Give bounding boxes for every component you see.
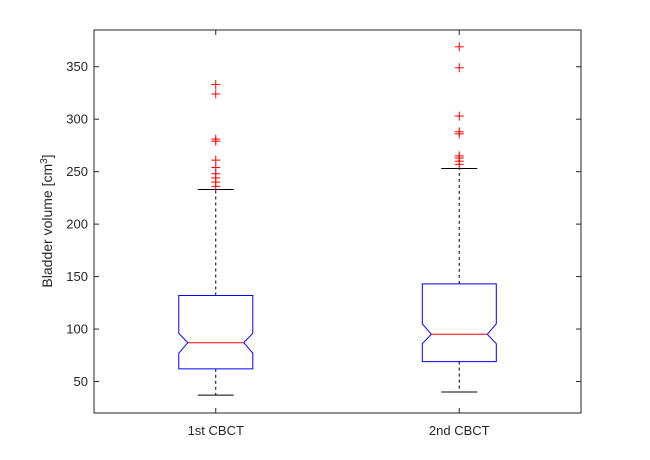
x-tick-label: 2nd CBCT bbox=[429, 423, 490, 438]
y-tick-label: 200 bbox=[66, 217, 88, 232]
y-axis-label: Bladder volume [cm3] bbox=[39, 154, 56, 287]
box-group bbox=[178, 80, 254, 396]
y-tick-label: 100 bbox=[66, 322, 88, 337]
y-axis-label-superscript: 3 bbox=[39, 158, 50, 164]
y-tick-label: 300 bbox=[66, 112, 88, 127]
y-tick-label: 50 bbox=[74, 374, 88, 389]
y-tick-label: 350 bbox=[66, 59, 88, 74]
y-tick-label: 250 bbox=[66, 164, 88, 179]
box-group bbox=[421, 42, 497, 393]
plot-area bbox=[93, 29, 582, 414]
x-tick-label: 1st CBCT bbox=[188, 423, 244, 438]
notched-box bbox=[421, 283, 497, 363]
notched-box bbox=[178, 295, 254, 370]
y-tick-label: 150 bbox=[66, 269, 88, 284]
